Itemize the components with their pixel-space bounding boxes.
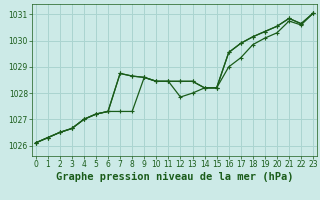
X-axis label: Graphe pression niveau de la mer (hPa): Graphe pression niveau de la mer (hPa)	[56, 172, 293, 182]
